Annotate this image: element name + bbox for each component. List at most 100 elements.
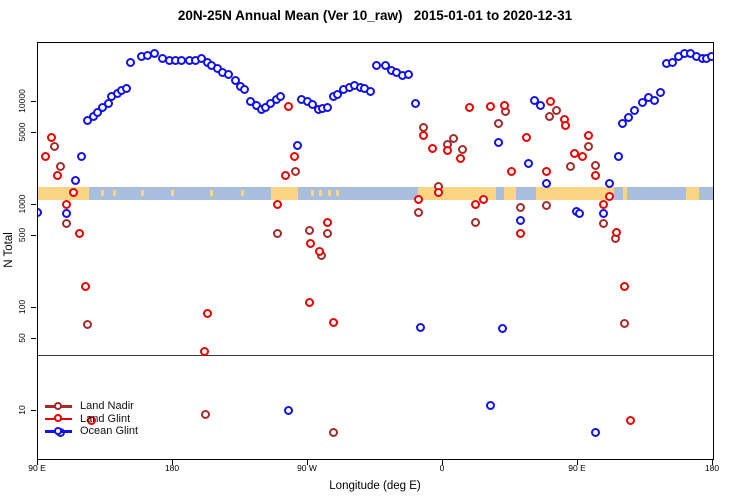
- data-point-ocean_glint: [403, 70, 413, 80]
- data-point-land_nadir: [82, 319, 92, 329]
- data-point-ocean_glint: [706, 52, 713, 62]
- data-point-ocean_glint: [372, 61, 381, 71]
- x-axis-label: Longitude (deg E): [329, 480, 421, 492]
- data-point-land_nadir: [471, 218, 480, 228]
- y-tick-mark: [31, 100, 36, 102]
- map-strip-island-speck: [335, 190, 339, 196]
- data-point-ocean_glint: [630, 105, 639, 115]
- x-tick-mark: [442, 459, 443, 465]
- data-point-ocean_glint: [292, 141, 302, 151]
- legend-symbol-icon: [45, 401, 72, 412]
- data-point-land_glint: [199, 347, 209, 357]
- data-point-land_nadir: [61, 218, 71, 228]
- data-point-land_glint: [541, 166, 551, 176]
- map-strip-land-segment: [271, 187, 298, 200]
- data-point-land_glint: [456, 153, 465, 163]
- data-point-land_glint: [471, 199, 480, 209]
- map-strip-island-speck: [241, 190, 245, 196]
- data-point-land_glint: [583, 130, 593, 140]
- data-point-ocean_glint: [76, 152, 86, 162]
- data-point-ocean_glint: [322, 102, 332, 112]
- data-point-ocean_glint: [667, 57, 677, 67]
- data-point-land_glint: [499, 100, 509, 110]
- map-strip-land-segment: [623, 187, 628, 200]
- y-tick-mark: [31, 306, 36, 308]
- data-point-land_glint: [61, 199, 71, 209]
- data-point-ocean_glint: [649, 95, 659, 105]
- data-point-land_glint: [69, 187, 78, 197]
- data-point-land_nadir: [493, 118, 503, 128]
- x-tick-label: 90 E: [28, 463, 46, 473]
- data-point-ocean_glint: [223, 70, 233, 80]
- data-point-land_glint: [625, 415, 635, 425]
- data-point-land_nadir: [448, 134, 458, 144]
- x-tick-label: 90 W: [297, 463, 317, 473]
- x-tick-label: 0: [439, 463, 445, 473]
- data-point-land_nadir: [49, 142, 59, 152]
- data-point-ocean_glint: [283, 405, 293, 415]
- y-tick-label: 10000: [17, 88, 27, 113]
- data-point-ocean_glint: [529, 95, 539, 105]
- data-point-land_nadir: [322, 228, 332, 238]
- data-point-ocean_glint: [240, 85, 249, 94]
- legend-symbol-icon: [45, 426, 72, 437]
- data-point-ocean_glint: [591, 428, 600, 438]
- data-point-ocean_glint: [574, 208, 584, 218]
- data-point-land_glint: [273, 199, 282, 209]
- data-point-land_glint: [322, 217, 332, 227]
- x-tick-mark: [577, 459, 578, 465]
- data-point-ocean_glint: [411, 98, 420, 108]
- data-point-ocean_glint: [366, 86, 375, 96]
- legend-item-land_nadir: Land Nadir: [45, 400, 138, 413]
- data-point-land_glint: [81, 281, 90, 291]
- data-point-ocean_glint: [624, 112, 633, 122]
- x-tick-mark: [307, 459, 308, 465]
- data-point-ocean_glint: [276, 92, 285, 101]
- chart-title: 20N-25N Annual Mean (Ver 10_raw) 2015-01…: [177, 8, 573, 23]
- legend-label: Land Glint: [80, 412, 131, 425]
- data-point-land_glint: [604, 191, 614, 201]
- map-strip-island-speck: [141, 190, 145, 196]
- data-point-ocean_glint: [150, 49, 159, 59]
- data-point-land_nadir: [201, 410, 210, 420]
- y-tick-label: 1000: [17, 194, 27, 214]
- data-point-ocean_glint: [498, 324, 507, 333]
- data-point-land_glint: [75, 228, 84, 238]
- data-point-ocean_glint: [598, 208, 608, 218]
- data-point-land_glint: [433, 187, 443, 197]
- legend-symbol-icon: [45, 413, 72, 424]
- data-point-land_glint: [478, 195, 488, 205]
- x-tick-mark: [172, 459, 173, 465]
- data-point-land_nadir: [619, 318, 629, 328]
- data-point-land_nadir: [516, 202, 525, 212]
- data-point-land_nadir: [55, 162, 65, 172]
- map-strip-island-speck: [328, 190, 332, 196]
- data-point-land_glint: [315, 246, 324, 256]
- data-point-ocean_glint: [415, 323, 425, 333]
- data-point-land_nadir: [591, 160, 600, 170]
- legend-item-ocean_glint: Ocean Glint: [45, 425, 138, 438]
- map-strip-island-speck: [171, 190, 174, 196]
- data-point-ocean_glint: [70, 175, 80, 185]
- data-point-ocean_glint: [516, 215, 525, 225]
- data-point-land_nadir: [414, 208, 423, 217]
- data-point-land_glint: [289, 152, 299, 162]
- data-point-land_glint: [546, 97, 555, 107]
- data-point-ocean_glint: [333, 90, 342, 100]
- map-strip-land-segment: [536, 187, 614, 200]
- data-point-ocean_glint: [604, 178, 614, 188]
- data-point-land_glint: [40, 152, 50, 162]
- data-point-ocean_glint: [61, 208, 71, 218]
- data-point-land_glint: [516, 228, 525, 238]
- y-tick-mark: [31, 337, 36, 339]
- data-point-land_glint: [427, 143, 437, 153]
- data-point-land_glint: [87, 415, 96, 425]
- data-point-land_glint: [591, 171, 600, 180]
- plot-area: Land Nadir Land Glint Ocean Glint: [37, 42, 714, 460]
- data-point-land_nadir: [328, 428, 338, 438]
- data-point-land_nadir: [273, 228, 282, 238]
- data-point-land_nadir: [552, 106, 561, 116]
- data-point-land_nadir: [541, 201, 551, 210]
- y-axis-label: N Total: [3, 232, 15, 268]
- data-point-land_glint: [442, 146, 452, 156]
